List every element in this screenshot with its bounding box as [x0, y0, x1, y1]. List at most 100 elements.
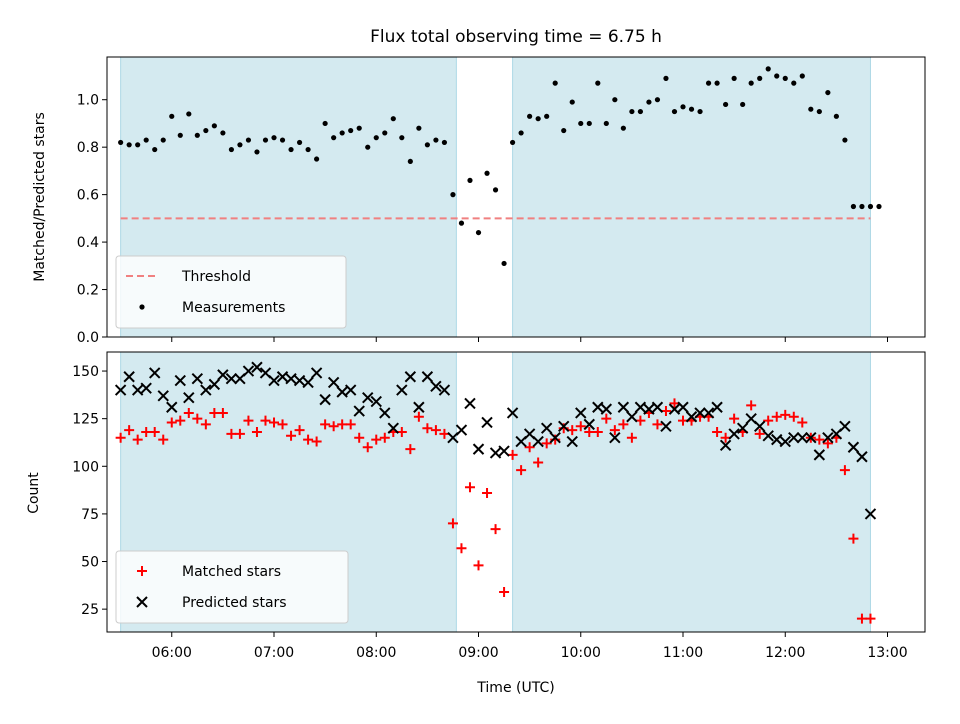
measurement-point — [492, 187, 499, 193]
measurement-point — [544, 113, 550, 119]
predicted-point — [379, 407, 391, 419]
shaded-interval-2 — [512, 351, 871, 633]
predicted-point — [532, 435, 544, 448]
predicted-point — [575, 407, 587, 419]
predicted-point — [719, 439, 732, 452]
matched-point — [754, 428, 765, 439]
matched-point — [865, 613, 876, 624]
predicted-point — [583, 418, 595, 431]
predicted-point — [660, 420, 672, 432]
predicted-point — [438, 384, 451, 396]
measurement-point — [774, 73, 780, 79]
measurement-point — [799, 73, 805, 79]
predicted-point — [549, 432, 561, 444]
predicted-point — [455, 424, 468, 436]
matched-point — [601, 413, 612, 424]
measurement-point — [509, 139, 516, 146]
predicted-point — [685, 411, 698, 423]
measurement-point — [407, 158, 413, 165]
y-tick-label: 0.4 — [77, 235, 99, 251]
predicted-point — [353, 405, 365, 417]
predicted-point — [370, 395, 382, 408]
measurement-point — [705, 80, 712, 86]
measurement-point — [262, 137, 269, 143]
count-panel: 25 50 75 100 125 150 06:00 07:00 08:00 09:00 10:00… — [72, 351, 926, 661]
predicted-point — [131, 384, 144, 396]
predicted-point — [327, 376, 340, 389]
predicted-point — [626, 411, 638, 423]
measurement-point — [748, 80, 754, 86]
predicted-point — [225, 372, 238, 385]
predicted-point — [558, 420, 570, 432]
x-tick-label: 10:00 — [561, 645, 601, 661]
measurement-point — [518, 130, 524, 136]
matched-point — [141, 427, 152, 437]
y-tick-label: 100 — [72, 459, 99, 475]
legend-matched-swatch — [137, 566, 147, 576]
matched-point — [575, 421, 586, 432]
predicted-point — [166, 401, 178, 413]
series-matched-stars — [115, 398, 876, 624]
measurement-point — [169, 113, 175, 119]
matched-point — [124, 425, 135, 436]
measurement-point — [365, 144, 371, 150]
predicted-point — [413, 401, 425, 413]
y-tick-label: 0.0 — [77, 330, 99, 346]
predicted-point — [694, 407, 706, 419]
measurement-point — [569, 99, 575, 105]
predicted-point — [302, 376, 314, 389]
axes-frame — [106, 56, 926, 338]
y-tick-label: 150 — [72, 364, 99, 380]
measurement-point — [450, 192, 456, 198]
measurement-point — [211, 123, 217, 129]
predicted-point — [643, 403, 655, 415]
matched-point — [541, 438, 552, 449]
predicted-point — [387, 422, 400, 434]
matched-point — [558, 423, 569, 434]
matched-point — [652, 419, 663, 430]
predicted-point — [498, 445, 510, 457]
shaded-interval-2 — [512, 56, 871, 338]
matched-point — [482, 487, 493, 498]
matched-point — [447, 518, 458, 529]
measurement-point — [876, 203, 882, 210]
measurement-point — [143, 137, 149, 143]
predicted-point — [472, 443, 485, 455]
predicted-point — [336, 386, 348, 398]
legend-box — [115, 550, 349, 624]
matched-point — [788, 411, 799, 422]
legend-box — [115, 255, 347, 329]
matched-point — [345, 419, 356, 430]
measurement-point — [612, 97, 618, 103]
legend-measurements-swatch — [139, 304, 145, 310]
matched-point — [729, 413, 740, 424]
matched-point — [132, 434, 143, 445]
matched-point — [260, 415, 271, 426]
measurement-point — [356, 125, 362, 131]
measurement-point — [475, 229, 482, 236]
measurement-point — [279, 137, 286, 143]
matched-point — [149, 427, 160, 437]
y-tick-label: 75 — [81, 507, 99, 523]
x-tick-label: 08:00 — [356, 645, 396, 661]
matched-point — [362, 442, 373, 453]
measurement-point — [152, 146, 158, 153]
matched-point — [217, 407, 228, 418]
series-predicted-stars — [114, 361, 877, 520]
matched-point — [592, 427, 603, 437]
measurement-point — [680, 104, 686, 110]
matched-point — [422, 423, 433, 434]
matched-point — [516, 465, 527, 476]
matched-point — [234, 428, 245, 439]
measurement-point — [867, 203, 874, 210]
series-measurements — [118, 66, 882, 267]
predicted-point — [762, 430, 774, 442]
measurement-point — [535, 116, 541, 122]
predicted-point — [404, 371, 417, 383]
measurement-point — [305, 146, 311, 153]
matched-point — [115, 432, 126, 443]
matched-point — [609, 425, 620, 436]
predicted-point — [396, 384, 408, 396]
matched-point — [320, 419, 331, 430]
